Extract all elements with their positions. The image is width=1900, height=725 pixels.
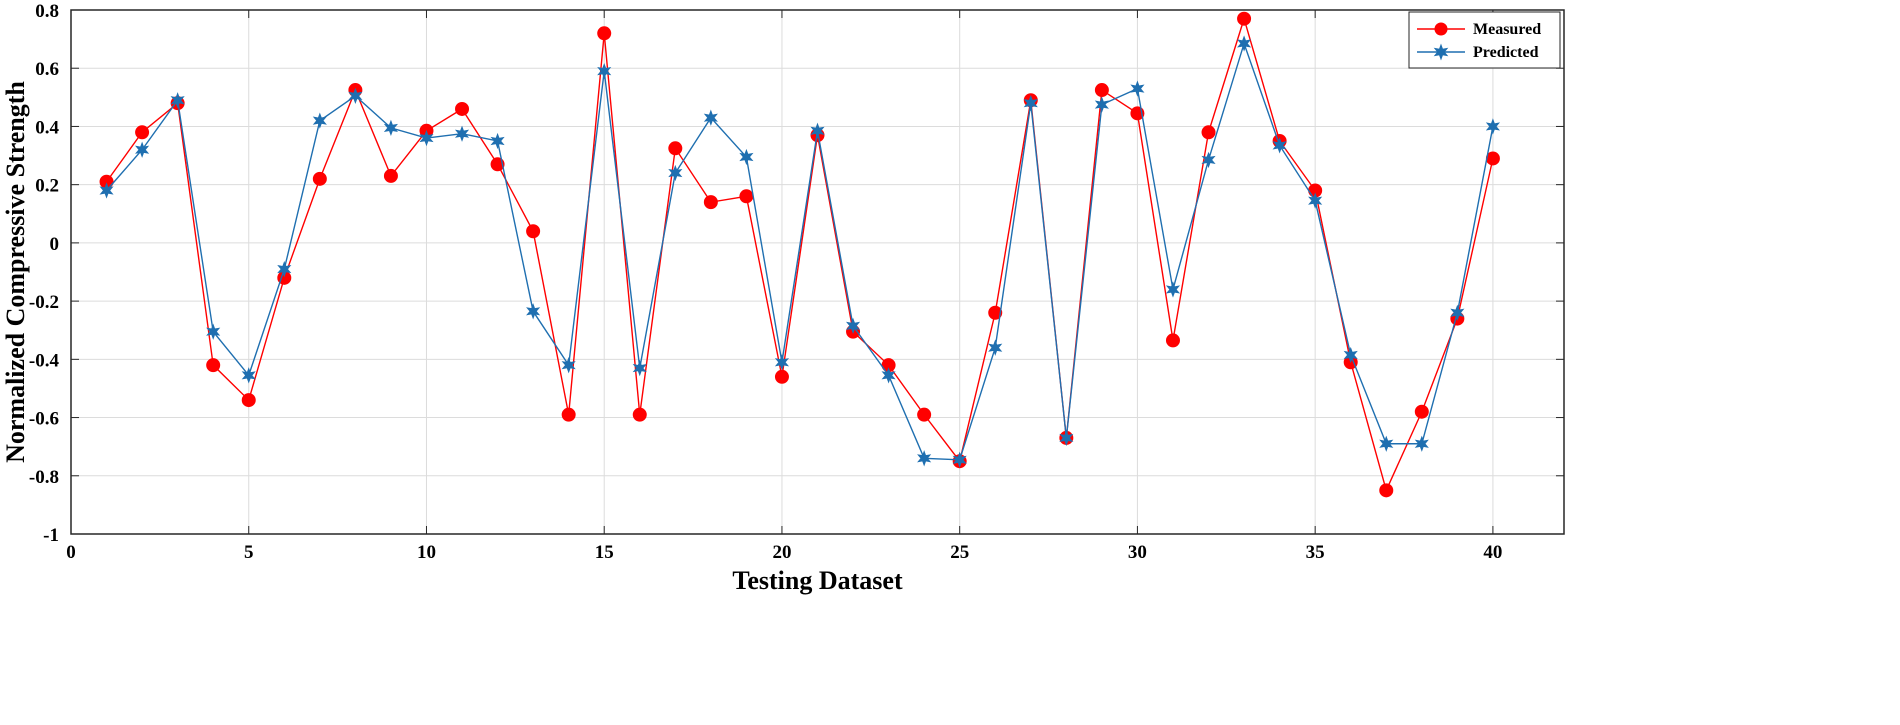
data-point-measured	[988, 305, 1003, 320]
data-point-measured	[312, 171, 327, 186]
x-tick-label: 0	[66, 542, 76, 563]
y-tick-label: -0.8	[29, 467, 59, 488]
data-point-predicted	[1094, 96, 1109, 113]
y-axis-title: Normalized Compressive Strength	[1, 81, 30, 463]
legend-marker-predicted	[1433, 43, 1449, 61]
x-tick-label: 10	[417, 542, 436, 563]
data-point-predicted	[348, 87, 363, 105]
data-point-predicted	[241, 367, 256, 384]
data-point-predicted	[1201, 151, 1216, 169]
data-point-measured	[526, 224, 541, 239]
data-point-predicted	[845, 317, 861, 335]
data-point-measured	[739, 189, 754, 204]
data-point-predicted	[1414, 435, 1429, 452]
y-tick-label: -0.2	[29, 292, 59, 313]
data-point-predicted	[1450, 304, 1465, 321]
data-point-predicted	[597, 62, 612, 80]
data-point-predicted	[917, 450, 932, 467]
y-tick-label: 0	[50, 234, 60, 255]
x-tick-label: 35	[1306, 542, 1325, 563]
x-tick-label: 5	[244, 542, 254, 563]
data-point-predicted	[383, 119, 398, 137]
grid	[70, 9, 1564, 535]
data-point-measured	[632, 407, 647, 422]
x-tick-label: 40	[1483, 542, 1502, 563]
data-point-predicted	[419, 129, 434, 147]
axis-ticks: 0 5 10 15 20 25 30 35 40 -1 -0.8 -0.6 -0.4 -0.2 0 0.2 0.…	[29, 1, 1564, 563]
data-point-predicted	[1272, 137, 1287, 154]
data-point-measured	[1237, 11, 1252, 26]
data-point-measured	[1414, 404, 1429, 419]
data-point-predicted	[99, 182, 114, 199]
data-point-predicted	[561, 357, 576, 374]
series-line-measured	[105, 16, 1494, 493]
data-point-predicted	[490, 132, 505, 150]
data-point-predicted	[1379, 435, 1394, 452]
data-point-predicted	[632, 359, 647, 377]
data-point-predicted	[1237, 35, 1252, 52]
data-point-measured	[135, 125, 150, 140]
data-point-predicted	[1485, 118, 1500, 135]
data-point-predicted	[277, 260, 292, 278]
data-point-predicted	[739, 148, 754, 166]
data-point-predicted	[312, 112, 327, 129]
data-point-predicted	[810, 122, 825, 139]
data-point-predicted	[881, 367, 896, 384]
data-point-predicted	[1343, 346, 1358, 364]
data-point-predicted	[703, 109, 718, 126]
y-tick-label: 0.2	[35, 176, 59, 197]
data-point-measured	[241, 393, 256, 408]
data-point-predicted	[135, 141, 150, 158]
series-line-predicted	[106, 41, 1494, 461]
y-tick-label: 0.8	[35, 1, 59, 22]
data-point-measured	[1379, 483, 1394, 498]
data-point-measured	[455, 101, 470, 116]
x-tick-label: 25	[950, 542, 969, 563]
data-point-measured	[1201, 125, 1216, 140]
legend: Measured Predicted	[1408, 11, 1561, 69]
data-point-measured	[668, 141, 683, 156]
data-point-predicted	[526, 303, 541, 320]
data-point-predicted	[1308, 192, 1323, 209]
data-point-measured	[703, 195, 718, 210]
data-point-measured	[383, 168, 398, 183]
x-tick-label: 30	[1128, 542, 1147, 563]
legend-marker-measured	[1434, 22, 1448, 36]
y-tick-label: -0.4	[29, 350, 60, 371]
data-point-predicted	[952, 451, 967, 468]
data-point-predicted	[988, 339, 1003, 356]
data-point-measured	[597, 26, 612, 41]
series-predicted	[99, 35, 1500, 468]
x-tick-label: 20	[772, 542, 791, 563]
series-measured	[99, 11, 1500, 498]
data-point-predicted	[774, 354, 790, 371]
legend-label-measured: Measured	[1473, 21, 1541, 38]
data-point-predicted	[1165, 281, 1181, 298]
y-tick-label: 0.4	[35, 117, 59, 138]
y-tick-label: -1	[43, 525, 59, 546]
data-point-measured	[917, 407, 932, 422]
data-point-measured	[1165, 333, 1180, 348]
series-layer	[99, 11, 1500, 498]
y-tick-label: 0.6	[35, 59, 59, 80]
plot-area	[70, 9, 1565, 535]
data-point-predicted	[1059, 429, 1074, 447]
legend-label-predicted: Predicted	[1473, 44, 1539, 61]
data-point-predicted	[454, 125, 470, 142]
data-point-measured	[206, 358, 221, 373]
data-point-predicted	[206, 323, 221, 340]
data-point-measured	[561, 407, 576, 422]
x-axis-title: Testing Dataset	[732, 566, 903, 595]
data-point-predicted	[1130, 80, 1145, 97]
legend-box	[1408, 11, 1561, 69]
data-point-measured	[774, 369, 789, 384]
data-point-predicted	[170, 92, 185, 109]
data-point-measured	[490, 157, 505, 172]
data-point-predicted	[668, 164, 683, 182]
x-tick-label: 15	[595, 542, 614, 563]
data-point-measured	[1094, 83, 1109, 98]
y-tick-label: -0.6	[29, 409, 59, 430]
data-point-predicted	[1023, 95, 1038, 112]
